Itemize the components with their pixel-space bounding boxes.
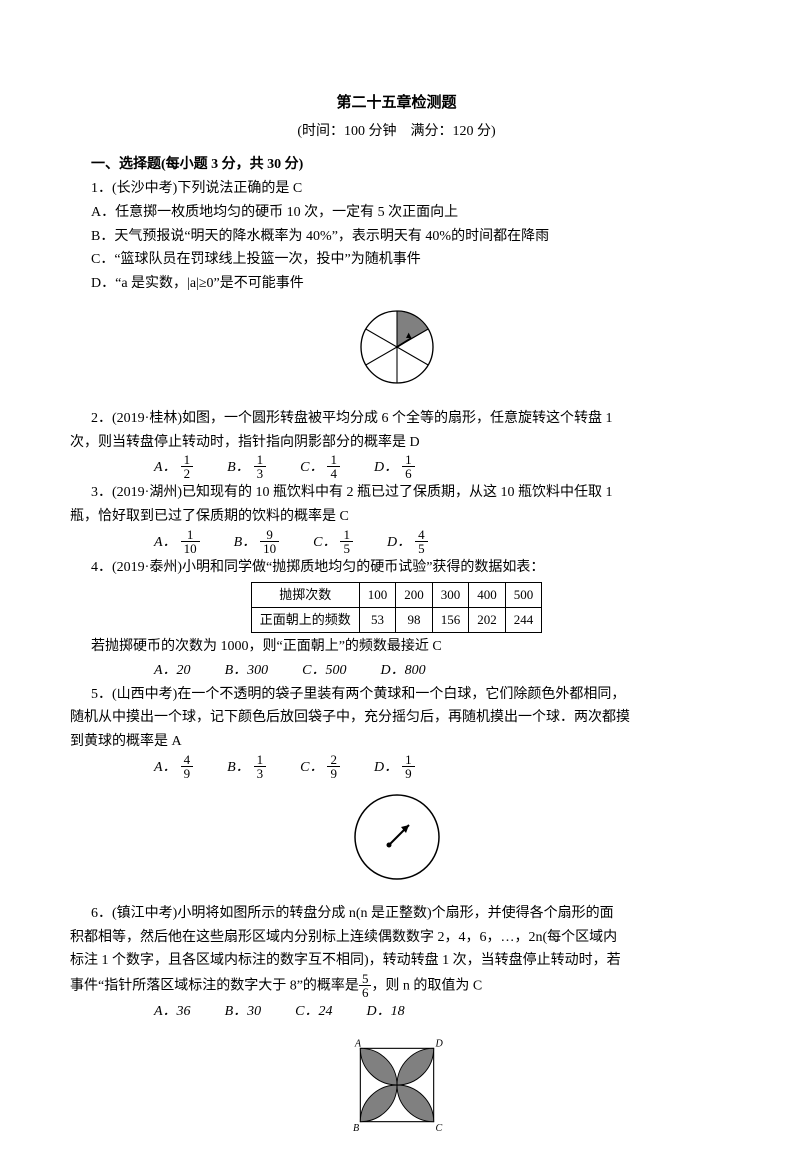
q5-figure [70,787,723,896]
spinner-6-icon [352,302,442,392]
td: 98 [396,607,433,632]
q6-figure: A D B C [70,1030,723,1149]
q4-opt-c: C．500 [302,659,346,683]
label-B: B [353,1123,359,1134]
q6-opt-b: B．30 [225,1000,262,1024]
q1-opt-a: A．任意掷一枚质地均匀的硬币 10 次，一定有 5 次正面向上 [70,201,723,225]
q1-opt-d: D．“a 是实数，|a|≥0”是不可能事件 [70,272,723,296]
q2-opt-c: C．14 [300,454,340,481]
q3-stem-b: 瓶，恰好取到已过了保质期的饮料的概率是 C [70,505,723,529]
q6-stem-c: 标注 1 个数字，且各区域内标注的数字互不相同)，转动转盘 1 次，当转盘停止转… [70,949,723,973]
q4-opt-d: D．800 [380,659,425,683]
q5-options: A．49 B．13 C．29 D．19 [70,754,723,781]
q2-stem-b: 次，则当转盘停止转动时，指针指向阴影部分的概率是 D [70,431,723,455]
q5-stem-a: 5．(山西中考)在一个不透明的袋子里装有两个黄球和一个白球，它们除颜色外都相同， [70,683,723,707]
q4-options: A．20 B．300 C．500 D．800 [70,659,723,683]
th: 200 [396,582,433,607]
circle-arrow-icon [347,787,447,887]
q3-opt-a: A．110 [154,529,200,556]
td: 正面朝上的频数 [251,607,359,632]
q6-stem-a: 6．(镇江中考)小明将如图所示的转盘分成 n(n 是正整数)个扇形，并使得各个扇… [70,902,723,926]
q5-opt-a: A．49 [154,754,193,781]
label-D: D [434,1039,443,1050]
page-title: 第二十五章检测题 [70,90,723,116]
label-C: C [435,1123,442,1134]
td: 156 [432,607,469,632]
td: 53 [359,607,396,632]
td: 244 [505,607,542,632]
q1-opt-b: B．天气预报说“明天的降水概率为 40%”，表示明天有 40%的时间都在降雨 [70,225,723,249]
q3-opt-d: D．45 [387,529,428,556]
q1-stem: 1．(长沙中考)下列说法正确的是 C [70,177,723,201]
q2-options: A．12 B．13 C．14 D．16 [70,454,723,481]
td: 202 [469,607,506,632]
q5-opt-c: C．29 [300,754,340,781]
table-row-header: 抛掷次数 100 200 300 400 500 [251,582,542,607]
q4-opt-b: B．300 [225,659,269,683]
q2-opt-a: A．12 [154,454,193,481]
q2-stem-a: 2．(2019·桂林)如图，一个圆形转盘被平均分成 6 个全等的扇形，任意旋转这… [70,407,723,431]
q2-opt-b: B．13 [227,454,266,481]
q6-opt-c: C．24 [295,1000,332,1024]
q6-stem-d-post: ，则 n 的取值为 C [371,979,482,994]
q4-after: 若抛掷硬币的次数为 1000，则“正面朝上”的频数最接近 C [70,635,723,659]
q2-opt-d: D．16 [374,454,415,481]
q3-opt-c: C．15 [313,529,353,556]
q6-stem-b: 积都相等，然后他在这些扇形区域内分别标上连续偶数数字 2，4，6，…，2n(每个… [70,926,723,950]
q2-figure [70,302,723,401]
q6-frac: 56 [359,972,372,999]
q4-stem: 4．(2019·泰州)小明和同学做“抛掷质地均匀的硬币试验”获得的数据如表： [70,556,723,580]
q3-stem-a: 3．(2019·湖州)已知现有的 10 瓶饮料中有 2 瓶已过了保质期，从这 1… [70,481,723,505]
q6-opt-a: A．36 [154,1000,191,1024]
th: 500 [505,582,542,607]
th: 400 [469,582,506,607]
section-1-heading: 一、选择题(每小题 3 分，共 30 分) [70,153,723,177]
square-petals-icon: A D B C [342,1030,452,1140]
q5-opt-b: B．13 [227,754,266,781]
q5-opt-d: D．19 [374,754,415,781]
q6-options: A．36 B．30 C．24 D．18 [70,1000,723,1024]
q1-opt-c: C．“篮球队员在罚球线上投篮一次，投中”为随机事件 [70,248,723,272]
q4-table: 抛掷次数 100 200 300 400 500 正面朝上的频数 53 98 1… [251,582,543,633]
q6-stem-d-pre: 事件“指针所落区域标注的数字大于 8”的概率是 [70,979,359,994]
q6-opt-d: D．18 [366,1000,404,1024]
q3-options: A．110 B．910 C．15 D．45 [70,529,723,556]
th: 300 [432,582,469,607]
q3-opt-b: B．910 [234,529,280,556]
q4-opt-a: A．20 [154,659,191,683]
q6-stem-d: 事件“指针所落区域标注的数字大于 8”的概率是56，则 n 的取值为 C [70,973,723,1000]
table-row: 正面朝上的频数 53 98 156 202 244 [251,607,542,632]
time-label: (时间：100 分钟 [297,124,396,139]
q5-stem-b: 随机从中摸出一个球，记下颜色后放回袋子中，充分摇匀后，再随机摸出一个球．两次都摸 [70,706,723,730]
score-label: 满分：120 分) [411,124,496,139]
th: 抛掷次数 [251,582,359,607]
page-subtitle: (时间：100 分钟 满分：120 分) [70,120,723,144]
label-A: A [353,1039,361,1050]
q5-stem-c: 到黄球的概率是 A [70,730,723,754]
th: 100 [359,582,396,607]
